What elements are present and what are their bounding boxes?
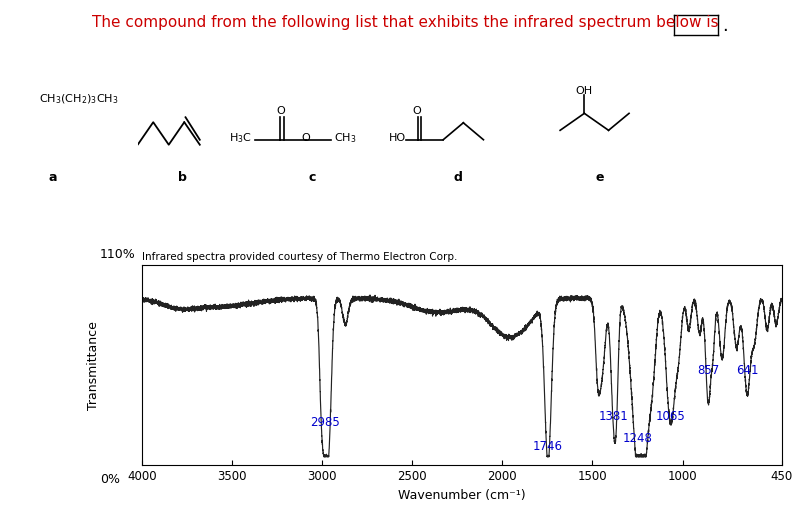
Text: O: O [301,133,310,143]
Text: 641: 641 [736,365,758,378]
Text: O: O [276,107,285,116]
X-axis label: Wavenumber (cm⁻¹): Wavenumber (cm⁻¹) [398,489,526,502]
Text: e: e [595,171,603,184]
Text: Infrared spectra provided courtesy of Thermo Electron Corp.: Infrared spectra provided courtesy of Th… [142,252,457,262]
Text: 1248: 1248 [623,433,653,445]
Text: Transmittance: Transmittance [87,321,100,410]
Text: 1746: 1746 [533,440,563,453]
Text: 1065: 1065 [656,410,686,423]
Text: CH$_3$(CH$_2$)$_3$CH$_3$: CH$_3$(CH$_2$)$_3$CH$_3$ [39,92,118,106]
Text: 1381: 1381 [599,410,629,423]
Text: OH: OH [576,86,593,96]
Text: 0%: 0% [100,473,120,486]
Text: 857: 857 [697,365,719,378]
Text: HO: HO [389,133,407,143]
Text: .: . [723,17,728,35]
Text: 110%: 110% [100,248,136,261]
Text: 2985: 2985 [310,417,339,430]
Text: b: b [178,171,186,184]
Text: O: O [412,107,420,116]
Text: CH$_3$: CH$_3$ [334,131,356,145]
Text: The compound from the following list that exhibits the infrared spectrum below i: The compound from the following list tha… [92,15,718,30]
Text: H$_3$C: H$_3$C [229,131,252,145]
Text: c: c [308,171,316,184]
Text: d: d [454,171,462,184]
Text: a: a [49,171,57,184]
